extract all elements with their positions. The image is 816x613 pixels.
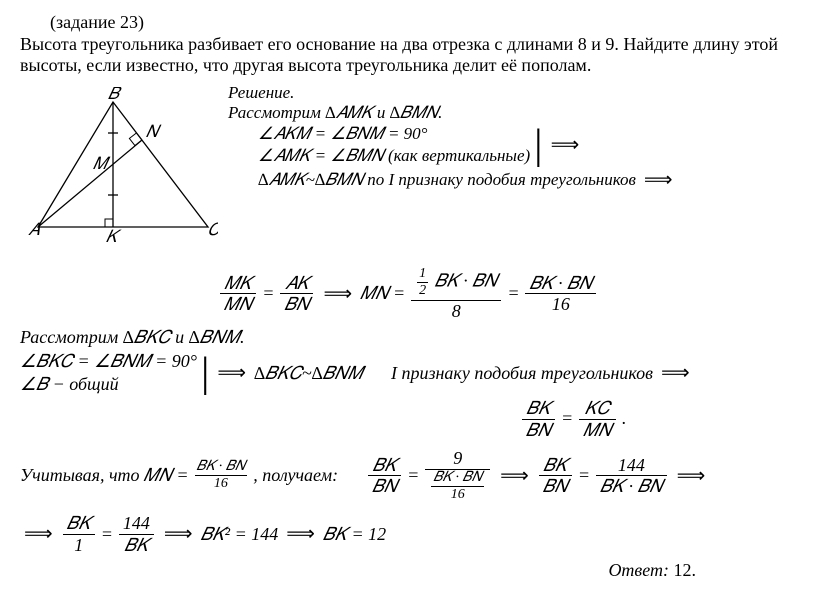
f4n: 𝐾𝐶	[579, 398, 615, 420]
f3n2: 𝐵𝐾	[368, 455, 401, 477]
arrow-2: ⟹	[644, 168, 673, 192]
f3d: 𝐵𝑁	[522, 420, 555, 441]
mneq: 𝑀𝑁 =	[144, 465, 189, 487]
eq-angle-b: ∠𝐵 − общий	[20, 374, 197, 396]
tri-bnm: ∆𝐵𝑁𝑀.	[189, 327, 245, 347]
f1n: 𝑀𝐾	[220, 273, 256, 295]
svg-text:𝑁: 𝑁	[146, 122, 162, 141]
arrow-3: ⟹	[217, 361, 246, 385]
f2d: 𝐵𝑁	[280, 294, 313, 315]
f3d3: 𝐵𝑁	[539, 476, 572, 497]
svg-text:𝑀: 𝑀	[93, 154, 111, 173]
eq-angle-amk: ∠𝐴𝑀𝐾 = ∠𝐵𝑀𝑁 (как вертикальные)	[258, 146, 530, 166]
f3n: 𝐵𝐾	[522, 398, 555, 420]
f3d2: 𝐵𝑁	[368, 476, 401, 497]
mnlbl: 𝑀𝑁 =	[360, 283, 405, 305]
problem-text: Высота треугольника разбивает его основа…	[20, 34, 796, 77]
consider-1: Рассмотрим	[228, 103, 321, 122]
conclusion-1a: ∆𝐴𝑀𝐾~∆𝐵𝑀𝑁	[258, 170, 363, 190]
tri-amk: ∆𝐴𝑀𝐾	[325, 103, 373, 122]
get: , получаем:	[253, 465, 338, 487]
one1: 1	[63, 535, 95, 556]
d16: 16	[525, 294, 596, 315]
bk2eq: 𝐵𝐾² = 144	[201, 524, 279, 546]
bkbn3: 𝐵𝐾 ∙ 𝐵𝑁	[431, 470, 484, 487]
arrow-1: ⟹	[551, 133, 580, 157]
and-2: и	[175, 327, 184, 347]
f1d: 𝑀𝑁	[220, 294, 256, 315]
eq-1: 𝑀𝐾𝑀𝑁 = 𝐴𝐾𝐵𝑁 ⟹ 𝑀𝑁 = 12 𝐵𝐾 ∙ 𝐵𝑁 8 = 𝐵𝐾 ∙ 𝐵…	[20, 266, 796, 321]
n144: 144	[596, 455, 667, 477]
n9: 9	[425, 448, 490, 470]
hn1: 1	[417, 266, 428, 283]
hn2: 2	[417, 283, 428, 299]
consider-2: Рассмотрим	[20, 327, 118, 347]
bkbn2: 𝐵𝐾 ∙ 𝐵𝑁	[195, 459, 248, 476]
task-label: (задание 23)	[50, 12, 796, 34]
answer-value: 12.	[674, 560, 697, 580]
tri-bmn: ∆𝐵𝑀𝑁.	[390, 103, 443, 122]
svg-text:𝐾: 𝐾	[106, 227, 122, 246]
bkbn4: 𝐵𝐾 ∙ 𝐵𝑁	[596, 476, 667, 497]
d16c: 16	[431, 487, 484, 503]
eq-4: ⟹ 𝐵𝐾1 = 144𝐵𝐾 ⟹ 𝐵𝐾² = 144 ⟹ 𝐵𝐾 = 12	[20, 513, 796, 555]
triangle-figure: 𝐴 𝐵 𝐶 𝐾 𝑀 𝑁	[28, 87, 218, 253]
f3n3: 𝐵𝐾	[539, 455, 572, 477]
answer-label: Ответ:	[608, 560, 669, 580]
bk1: 𝐵𝐾	[63, 513, 95, 535]
bkbn1: 𝐵𝐾 ∙ 𝐵𝑁	[525, 273, 596, 295]
d16b: 16	[195, 476, 248, 492]
bk2d: 𝐵𝐾	[119, 535, 154, 556]
hbk: 𝐵𝐾 ∙ 𝐵𝑁	[435, 271, 498, 291]
conclusion-2a: ∆𝐵𝐾𝐶~∆𝐵𝑁𝑀	[254, 363, 363, 385]
brace-2: |	[201, 352, 209, 394]
and-1: и	[377, 103, 386, 122]
arrow-4: ⟹	[661, 361, 690, 385]
brace-1: |	[534, 124, 542, 166]
solution-label: Решение.	[228, 83, 796, 103]
d8: 8	[411, 301, 501, 322]
tri-bkc: ∆𝐵𝐾𝐶	[123, 327, 171, 347]
f4d: 𝑀𝑁	[579, 420, 615, 441]
eq-3: Учитывая, что 𝑀𝑁 = 𝐵𝐾 ∙ 𝐵𝑁16 , получаем:…	[20, 448, 796, 503]
svg-text:𝐶: 𝐶	[208, 220, 218, 239]
eq-angle-bkc: ∠𝐵𝐾𝐶 = ∠𝐵𝑁𝑀 = 90°	[20, 351, 197, 373]
bk12: 𝐵𝐾 = 12	[323, 524, 386, 546]
eq-angle-akm: ∠𝐴𝐾𝑀 = ∠𝐵𝑁𝑀 = 90°	[258, 124, 530, 144]
svg-text:𝐵: 𝐵	[108, 87, 122, 103]
n144b: 144	[119, 513, 154, 535]
conclusion-1b: по I признаку подобия треугольников	[367, 170, 636, 190]
cons: Учитывая, что	[20, 465, 140, 487]
conclusion-2b: I признаку подобия треугольников	[391, 363, 653, 385]
svg-text:𝐴: 𝐴	[28, 220, 41, 239]
eq-2: 𝐵𝐾𝐵𝑁 = 𝐾𝐶𝑀𝑁.	[20, 398, 626, 440]
f2n: 𝐴𝐾	[280, 273, 313, 295]
answer-row: Ответ: 12.	[20, 560, 696, 582]
